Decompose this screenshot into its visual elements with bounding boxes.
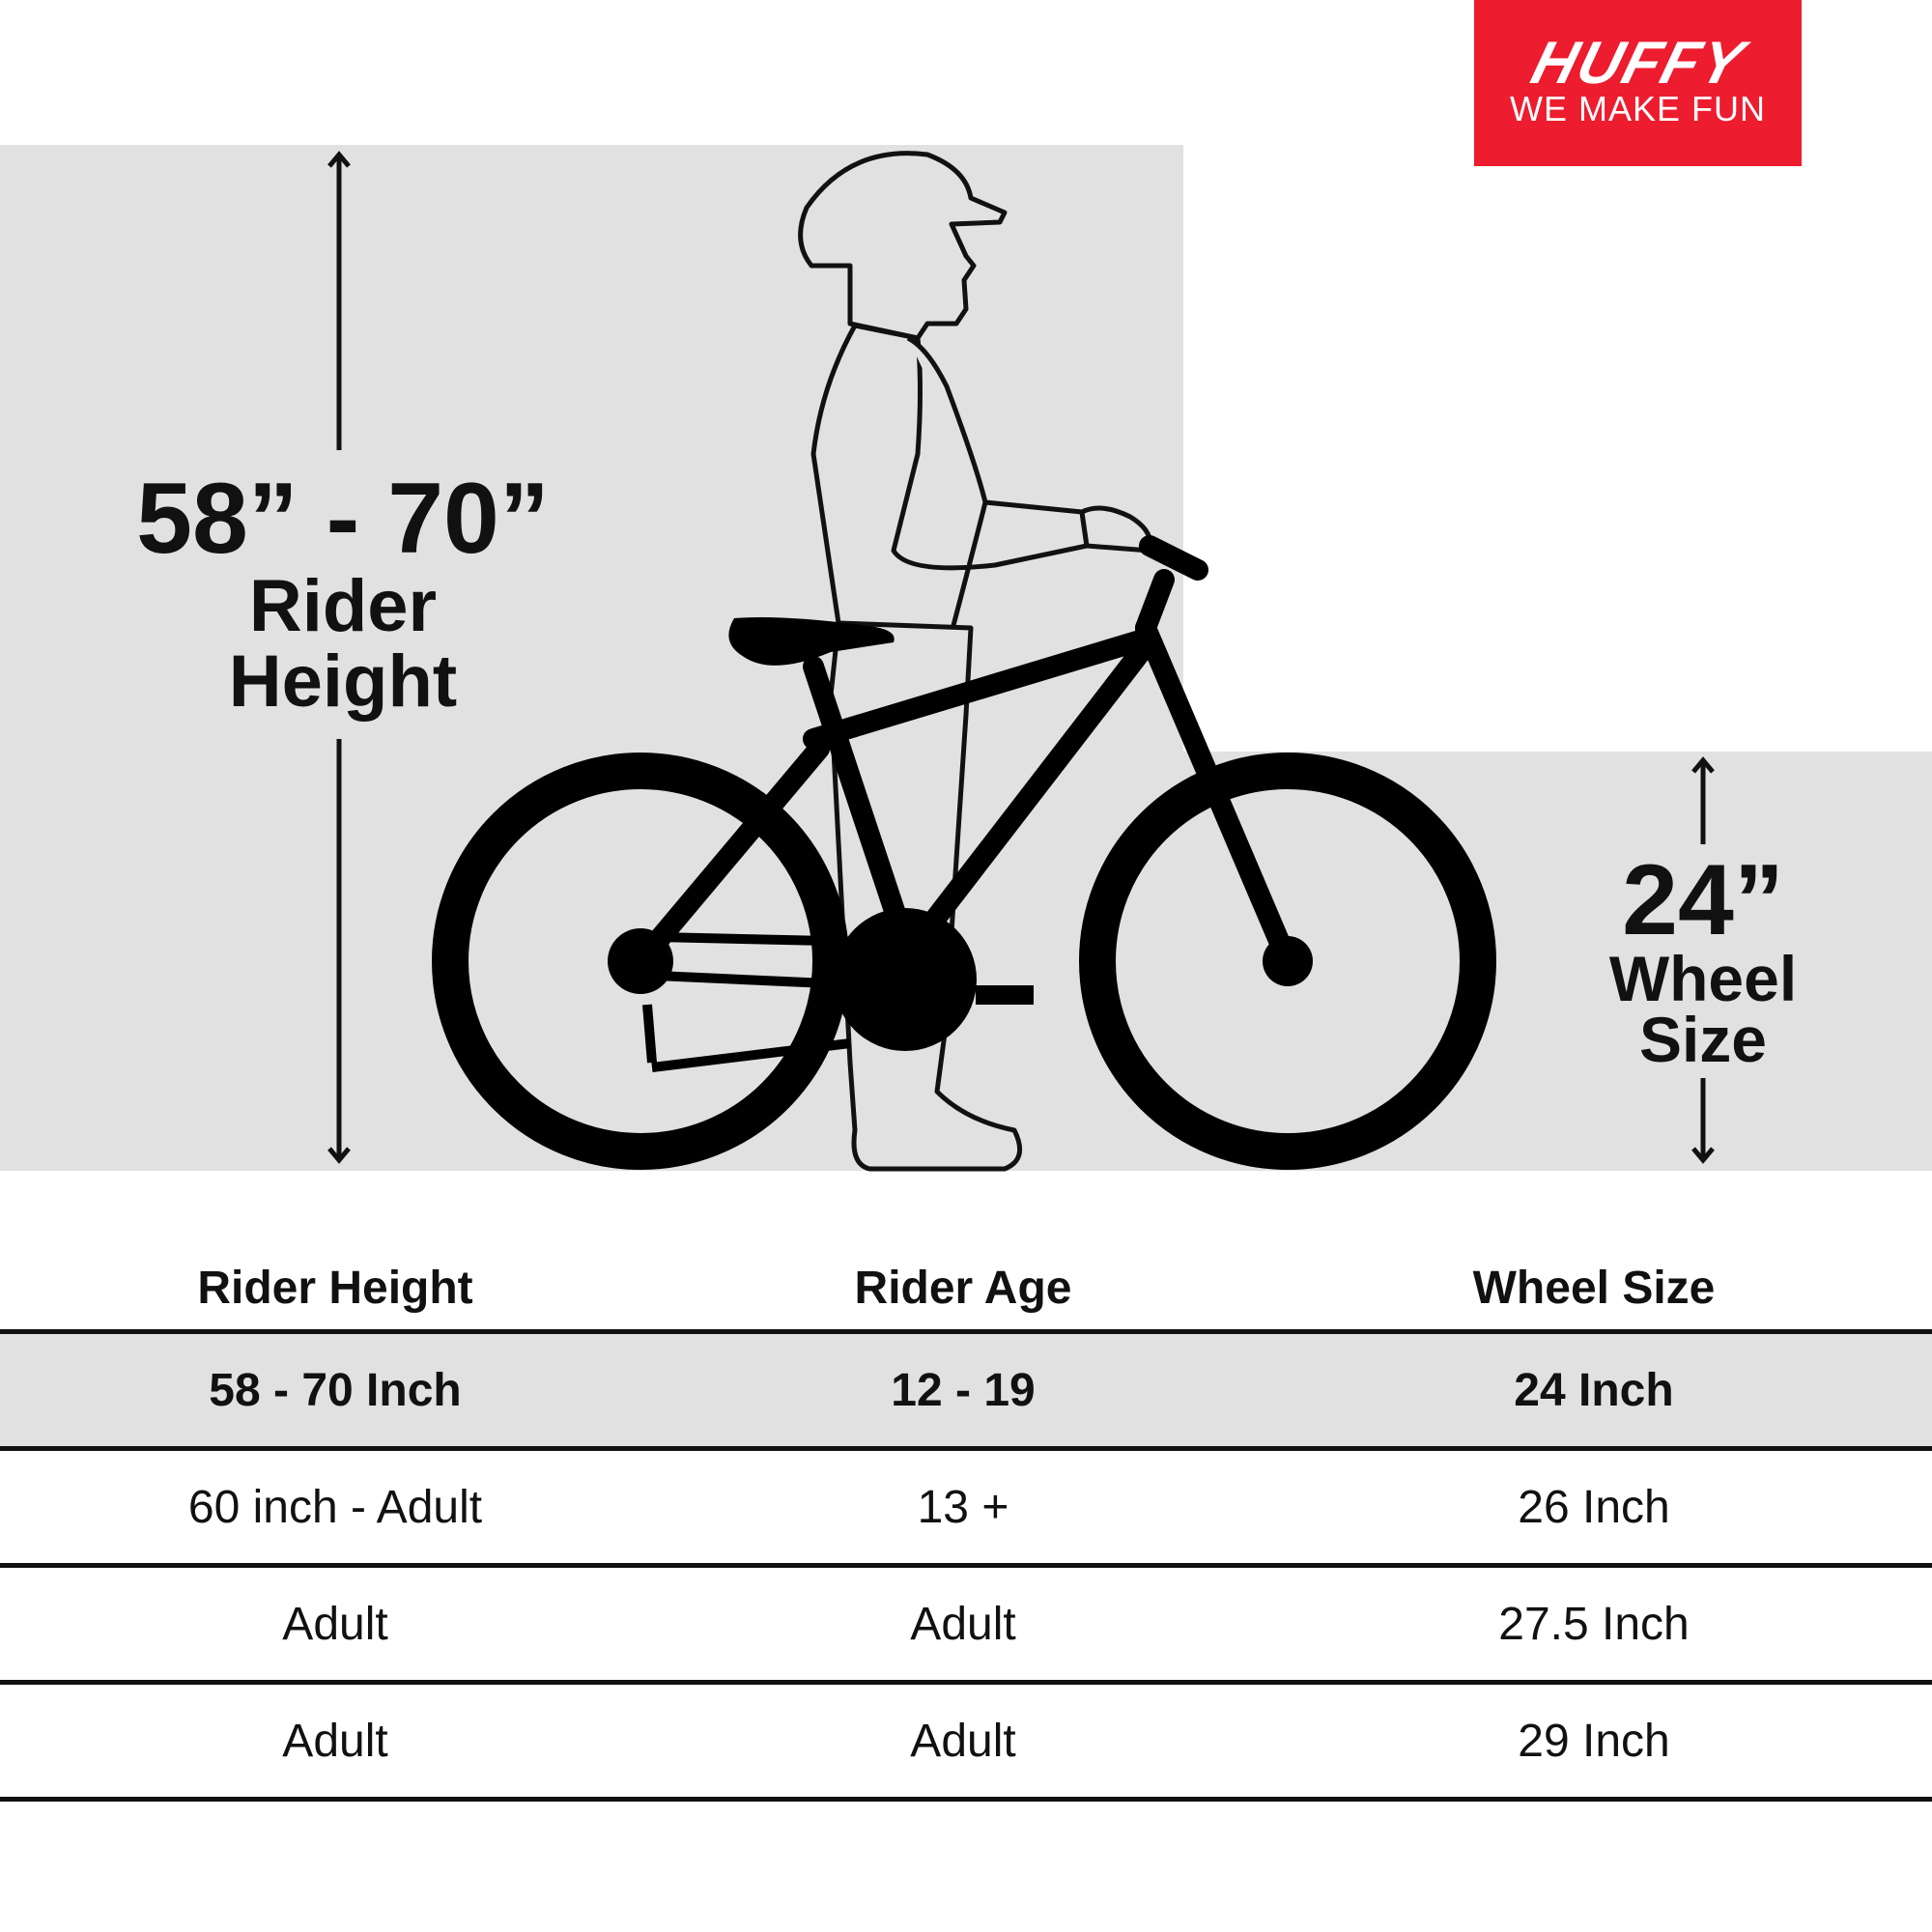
saddle <box>728 617 895 666</box>
rear-wheel <box>432 753 849 1170</box>
rider-height-label-2: Height <box>228 640 458 723</box>
bicycle <box>432 535 1496 1170</box>
cell-rider-age: 13 + <box>917 1481 1009 1533</box>
table-header: Rider Height Rider Age Wheel Size <box>0 1246 1932 1334</box>
wheel-size-arrow <box>1691 756 1715 1164</box>
rider-height-arrow <box>327 151 351 1164</box>
size-chart-table: Rider Height Rider Age Wheel Size 58 - 7… <box>0 1246 1932 1802</box>
header-rider-age: Rider Age <box>854 1262 1072 1314</box>
cell-wheel-size: 29 Inch <box>1518 1715 1670 1767</box>
wheel-size-label-2: Size <box>1638 1004 1768 1075</box>
table-row: 60 inch - Adult 13 + 26 Inch <box>0 1451 1932 1568</box>
table-row: Adult Adult 29 Inch <box>0 1685 1932 1802</box>
table-row: Adult Adult 27.5 Inch <box>0 1568 1932 1685</box>
cell-rider-age: Adult <box>910 1598 1016 1650</box>
cell-rider-age: 12 - 19 <box>891 1364 1036 1416</box>
cell-wheel-size: 26 Inch <box>1518 1481 1670 1533</box>
rider-figure <box>798 151 1153 1172</box>
cell-wheel-size: 27.5 Inch <box>1498 1598 1690 1650</box>
rider-height-label-1: Rider <box>248 565 438 647</box>
header-wheel-size: Wheel Size <box>1472 1262 1716 1314</box>
rider-height-range: 58” - 70” <box>136 463 550 575</box>
wheel-size-label-1: Wheel <box>1608 943 1798 1014</box>
logo-tagline: WE MAKE FUN <box>1509 89 1766 128</box>
cell-rider-height: Adult <box>282 1598 388 1650</box>
cell-rider-age: Adult <box>910 1715 1016 1767</box>
huffy-logo: HUFFY WE MAKE FUN <box>1474 0 1802 166</box>
table-row: 58 - 70 Inch 12 - 19 24 Inch <box>0 1334 1932 1451</box>
cell-rider-height: 60 inch - Adult <box>187 1481 483 1533</box>
pedal <box>976 985 1034 1005</box>
cell-rider-height: 58 - 70 Inch <box>209 1364 462 1416</box>
header-rider-height: Rider Height <box>197 1262 473 1314</box>
chainring <box>834 908 977 1051</box>
wheel-size-value: 24” <box>1622 844 1784 956</box>
front-wheel <box>1079 753 1496 1170</box>
cell-rider-height: Adult <box>282 1715 388 1767</box>
logo-brand: HUFFY <box>1524 30 1752 97</box>
cell-wheel-size: 24 Inch <box>1514 1364 1674 1416</box>
